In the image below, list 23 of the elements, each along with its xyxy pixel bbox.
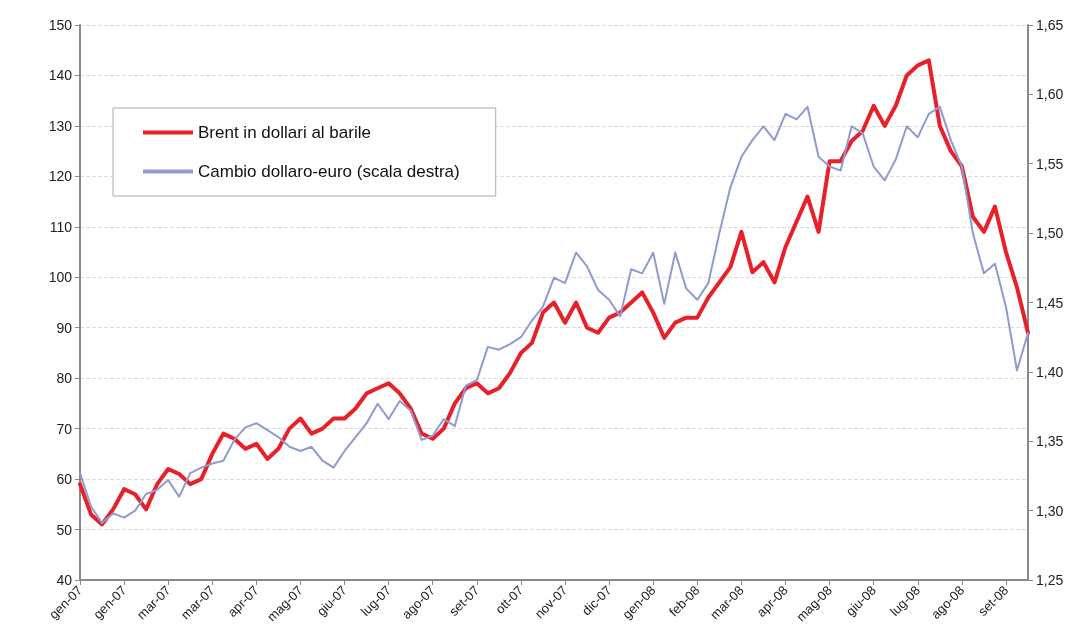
y2-tick-label: 1,30 [1036, 502, 1064, 519]
y-tick-label: 120 [48, 168, 73, 185]
y-tick-label: 70 [56, 420, 73, 437]
y-tick-label: 60 [56, 471, 73, 488]
y2-tick-label: 1,40 [1036, 363, 1064, 380]
legend-label: Cambio dollaro-euro (scala destra) [198, 162, 460, 181]
y2-tick-label: 1,65 [1036, 17, 1064, 33]
y-tick-label: 50 [56, 521, 73, 538]
y-tick-label: 140 [48, 67, 73, 84]
y-tick-label: 90 [56, 319, 73, 336]
y-tick-label: 130 [48, 117, 73, 134]
y-tick-label: 150 [48, 17, 73, 33]
y-tick-label: 110 [49, 218, 73, 235]
legend-label: Brent in dollari al barile [198, 123, 371, 142]
y-tick-label: 100 [48, 269, 73, 286]
y2-tick-label: 1,45 [1036, 294, 1064, 311]
y2-tick-label: 1,35 [1036, 433, 1064, 450]
y2-tick-label: 1,50 [1036, 225, 1064, 242]
y-tick-label: 40 [56, 572, 73, 588]
y2-tick-label: 1,25 [1036, 572, 1064, 588]
y2-tick-label: 1,55 [1036, 155, 1064, 172]
y2-tick-label: 1,60 [1036, 86, 1064, 103]
y-tick-label: 80 [56, 370, 73, 387]
